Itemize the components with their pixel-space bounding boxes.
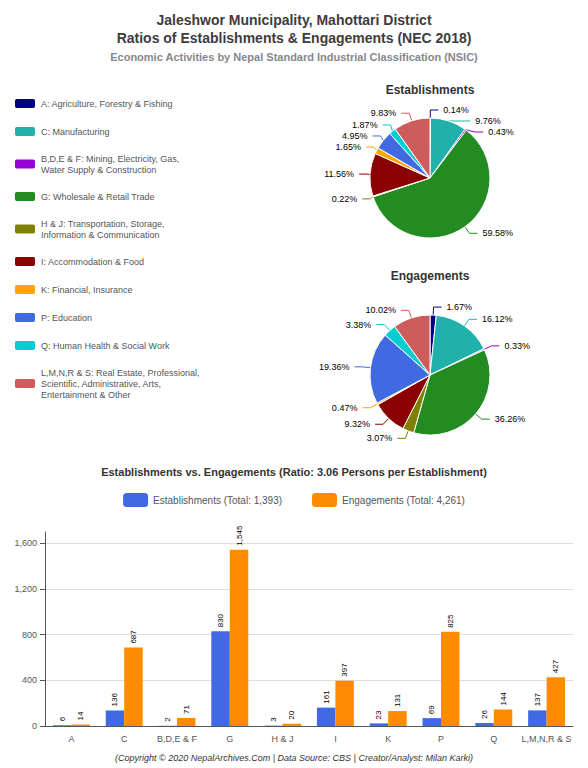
svg-text:Establishments vs. Engagements: Establishments vs. Engagements (Ratio: 3… — [101, 466, 487, 478]
svg-text:K: K — [385, 734, 391, 744]
svg-text:14: 14 — [76, 711, 85, 720]
svg-text:400: 400 — [22, 675, 37, 685]
svg-text:Information & Communication: Information & Communication — [41, 230, 160, 240]
svg-text:137: 137 — [533, 692, 542, 706]
svg-text:K: Financial, Insurance: K: Financial, Insurance — [41, 285, 133, 295]
svg-text:A: Agriculture, Forestry & Fis: A: Agriculture, Forestry & Fishing — [41, 99, 173, 109]
svg-text:1.67%: 1.67% — [447, 302, 473, 312]
svg-text:H & J: Transportation, Storage: H & J: Transportation, Storage, — [41, 219, 165, 229]
svg-text:825: 825 — [446, 614, 455, 628]
svg-text:B,D,E & F: B,D,E & F — [157, 734, 198, 744]
svg-text:H & J: H & J — [272, 734, 294, 744]
svg-text:C: Manufacturing: C: Manufacturing — [41, 127, 110, 137]
svg-text:0.33%: 0.33% — [504, 341, 530, 351]
svg-text:P: Education: P: Education — [41, 313, 92, 323]
svg-text:A: A — [68, 734, 74, 744]
svg-text:1,200: 1,200 — [14, 584, 37, 594]
svg-text:Engagements (Total: 4,261): Engagements (Total: 4,261) — [342, 495, 465, 506]
svg-text:3.38%: 3.38% — [346, 320, 372, 330]
svg-text:69: 69 — [427, 705, 436, 714]
svg-text:0.47%: 0.47% — [332, 403, 358, 413]
svg-text:71: 71 — [182, 704, 191, 713]
svg-text:I: Accommodation & Food: I: Accommodation & Food — [41, 257, 144, 267]
svg-text:Scientific, Administrative, Ar: Scientific, Administrative, Arts, — [41, 379, 161, 389]
svg-text:0.14%: 0.14% — [443, 105, 469, 115]
svg-text:Q: Q — [490, 734, 497, 744]
svg-text:L,M,N,R & S: Real Estate, Prof: L,M,N,R & S: Real Estate, Professional, — [41, 368, 200, 378]
svg-text:19.36%: 19.36% — [319, 362, 350, 372]
svg-text:Engagements: Engagements — [391, 269, 470, 283]
svg-text:1.65%: 1.65% — [335, 142, 361, 152]
svg-text:4.95%: 4.95% — [342, 131, 368, 141]
svg-text:G: G — [226, 734, 233, 744]
svg-text:800: 800 — [22, 630, 37, 640]
svg-text:26: 26 — [480, 710, 489, 719]
svg-text:36.26%: 36.26% — [495, 414, 526, 424]
svg-text:10.02%: 10.02% — [365, 305, 396, 315]
svg-text:0.43%: 0.43% — [488, 127, 514, 137]
svg-text:20: 20 — [287, 710, 296, 719]
svg-text:L,M,N,R & S: L,M,N,R & S — [522, 734, 572, 744]
svg-text:Establishments (Total: 1,393): Establishments (Total: 1,393) — [153, 495, 282, 506]
svg-text:2: 2 — [163, 717, 172, 722]
svg-text:11.56%: 11.56% — [324, 169, 354, 179]
svg-text:Q: Human Health & Social Work: Q: Human Health & Social Work — [41, 341, 170, 351]
svg-text:G: Wholesale & Retail Trade: G: Wholesale & Retail Trade — [41, 192, 155, 202]
svg-text:(Copyright © 2020 NepalArchive: (Copyright © 2020 NepalArchives.Com | Da… — [115, 753, 473, 763]
svg-text:I: I — [334, 734, 337, 744]
svg-text:1,545: 1,545 — [235, 525, 244, 546]
svg-text:16.12%: 16.12% — [482, 314, 513, 324]
svg-text:0: 0 — [32, 721, 37, 731]
svg-text:9.76%: 9.76% — [475, 116, 501, 126]
svg-text:B,D,E & F: Mining, Electricity: B,D,E & F: Mining, Electricity, Gas, — [41, 154, 179, 164]
svg-text:9.32%: 9.32% — [345, 419, 371, 429]
svg-text:1.87%: 1.87% — [352, 120, 378, 130]
svg-text:136: 136 — [110, 693, 119, 707]
svg-text:59.58%: 59.58% — [483, 228, 514, 238]
svg-text:687: 687 — [129, 630, 138, 644]
svg-text:P: P — [438, 734, 444, 744]
svg-text:397: 397 — [340, 663, 349, 677]
svg-text:830: 830 — [216, 613, 225, 627]
svg-text:Entertainment & Other: Entertainment & Other — [41, 390, 131, 400]
svg-text:23: 23 — [374, 710, 383, 719]
svg-text:427: 427 — [551, 659, 560, 673]
svg-text:Ratios of Establishments & Eng: Ratios of Establishments & Engagements (… — [117, 30, 472, 46]
svg-text:Establishments: Establishments — [386, 83, 475, 97]
svg-text:Jaleshwor Municipality, Mahott: Jaleshwor Municipality, Mahottari Distri… — [156, 12, 431, 28]
svg-text:0.22%: 0.22% — [332, 194, 358, 204]
svg-text:1,600: 1,600 — [14, 538, 37, 548]
svg-text:Economic Activities by Nepal S: Economic Activities by Nepal Standard In… — [110, 51, 478, 63]
svg-text:3: 3 — [269, 717, 278, 722]
svg-text:131: 131 — [393, 693, 402, 707]
svg-text:C: C — [121, 734, 128, 744]
svg-text:3.07%: 3.07% — [367, 433, 393, 443]
svg-text:161: 161 — [322, 690, 331, 704]
svg-text:144: 144 — [499, 692, 508, 706]
svg-text:9.83%: 9.83% — [371, 108, 397, 118]
svg-text:Water Supply & Construction: Water Supply & Construction — [41, 165, 156, 175]
svg-text:6: 6 — [58, 716, 67, 721]
